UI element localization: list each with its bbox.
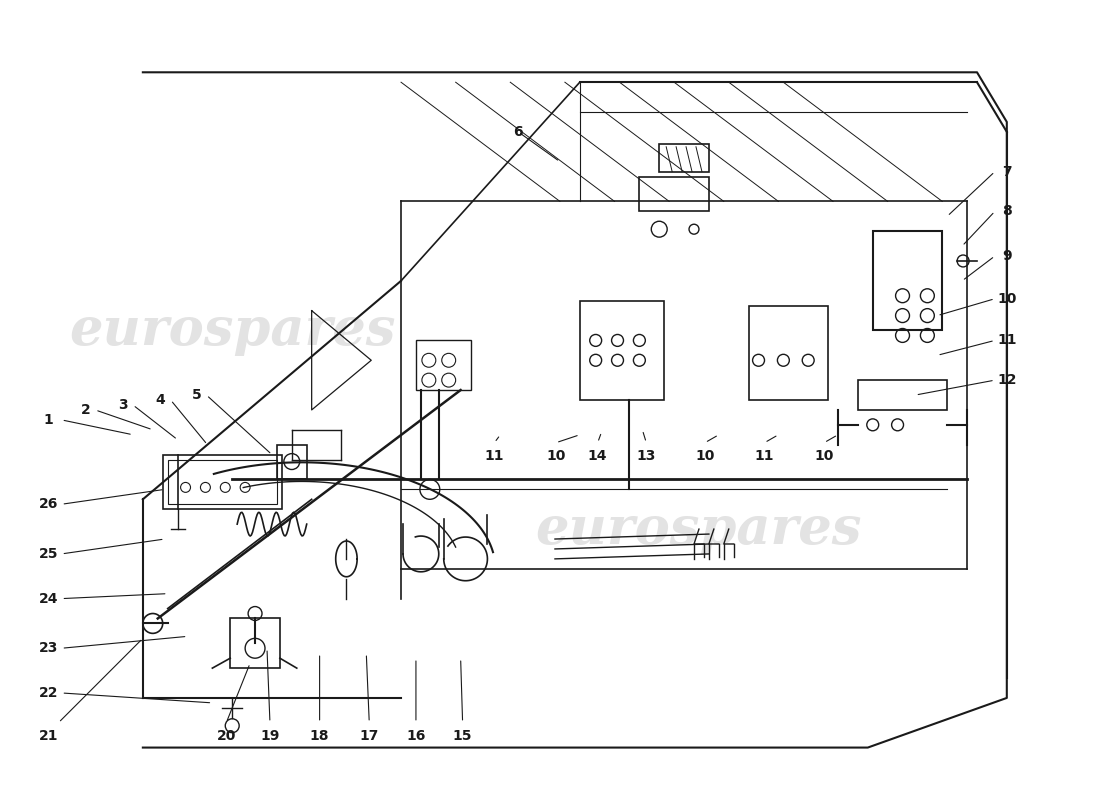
Text: 6: 6 xyxy=(514,125,522,139)
Bar xyxy=(639,177,708,211)
Text: 10: 10 xyxy=(695,449,715,462)
Text: 5: 5 xyxy=(191,388,201,402)
Text: 17: 17 xyxy=(360,729,379,742)
Bar xyxy=(858,380,947,410)
Text: 9: 9 xyxy=(1002,249,1012,263)
Text: 21: 21 xyxy=(39,729,58,742)
Text: 11: 11 xyxy=(755,449,774,462)
Bar xyxy=(163,454,282,510)
Bar xyxy=(416,341,471,390)
Bar xyxy=(659,144,708,171)
Text: 3: 3 xyxy=(118,398,128,412)
Text: 23: 23 xyxy=(39,642,58,655)
Text: 12: 12 xyxy=(997,373,1016,387)
Text: 4: 4 xyxy=(156,393,166,407)
Text: 7: 7 xyxy=(1002,165,1012,178)
Text: 19: 19 xyxy=(261,729,279,742)
Text: 20: 20 xyxy=(217,729,236,742)
Text: 1: 1 xyxy=(44,413,54,427)
Text: 11: 11 xyxy=(485,449,504,462)
Text: 24: 24 xyxy=(39,592,58,606)
Text: 15: 15 xyxy=(453,729,472,742)
Text: 8: 8 xyxy=(1002,204,1012,218)
Text: 10: 10 xyxy=(997,292,1016,306)
Bar xyxy=(230,618,279,668)
Text: 2: 2 xyxy=(80,403,90,417)
Text: 25: 25 xyxy=(39,547,58,561)
Bar xyxy=(580,301,664,400)
Text: 16: 16 xyxy=(406,729,426,742)
Text: eurospares: eurospares xyxy=(536,503,862,554)
Bar xyxy=(167,459,277,504)
Text: eurospares: eurospares xyxy=(69,305,396,356)
Text: 10: 10 xyxy=(547,449,565,462)
Bar xyxy=(749,306,828,400)
Text: 10: 10 xyxy=(814,449,834,462)
Text: 13: 13 xyxy=(637,449,656,462)
Bar xyxy=(277,445,307,479)
Text: 18: 18 xyxy=(310,729,329,742)
Text: 11: 11 xyxy=(997,334,1016,347)
Text: 22: 22 xyxy=(39,686,58,700)
Text: 26: 26 xyxy=(39,498,58,511)
Bar xyxy=(872,231,943,330)
Text: 14: 14 xyxy=(587,449,607,462)
